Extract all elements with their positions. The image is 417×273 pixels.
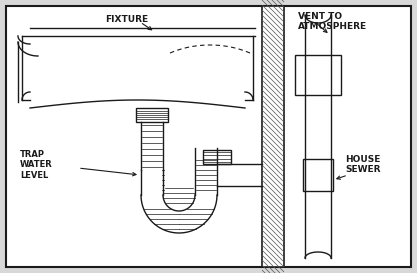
- Text: VENT TO
ATMOSPHERE: VENT TO ATMOSPHERE: [298, 12, 367, 31]
- Bar: [295, 55, 341, 95]
- Bar: [136, 108, 168, 122]
- Bar: [303, 159, 333, 191]
- Bar: [262, 6, 284, 267]
- Text: HOUSE
SEWER: HOUSE SEWER: [345, 155, 380, 174]
- Text: FIXTURE: FIXTURE: [105, 15, 148, 24]
- Text: TRAP
WATER
LEVEL: TRAP WATER LEVEL: [20, 150, 53, 180]
- Bar: [203, 150, 231, 164]
